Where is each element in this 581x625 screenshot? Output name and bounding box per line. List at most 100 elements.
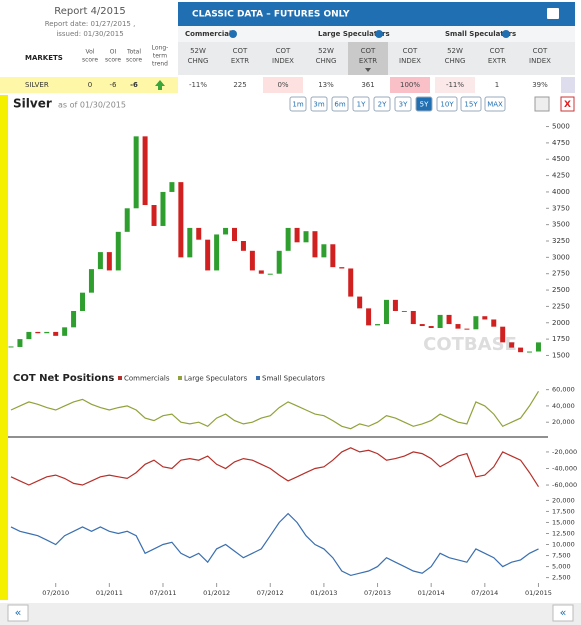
- column-header: INDEX: [272, 57, 294, 65]
- x-tick-label: 07/2012: [257, 589, 284, 597]
- candle: [321, 244, 327, 258]
- scroll-button[interactable]: [561, 77, 575, 93]
- candle: [240, 241, 246, 251]
- range-label[interactable]: 1Y: [357, 101, 366, 109]
- range-button[interactable]: [415, 96, 433, 112]
- y-tick-label: 4750: [552, 139, 570, 147]
- y-tick-label: 15,000: [552, 518, 575, 526]
- column-header: COT: [490, 47, 505, 55]
- left-header: MARKETS: [25, 54, 63, 62]
- help-icon[interactable]: [502, 30, 510, 38]
- x-tick-label: 07/2010: [42, 589, 69, 597]
- candle: [357, 296, 363, 309]
- candle: [455, 324, 461, 329]
- range-label[interactable]: 5Y: [420, 101, 429, 109]
- range-button[interactable]: [310, 96, 328, 112]
- column-header: CHNG: [188, 57, 209, 65]
- score: 0: [88, 81, 92, 89]
- x-tick-label: 01/2011: [96, 589, 123, 597]
- next-button[interactable]: [552, 604, 574, 622]
- issued-date: issued: 01/30/2015: [56, 30, 123, 38]
- help-icon[interactable]: [375, 30, 383, 38]
- cell: 1: [495, 81, 499, 89]
- cell: 0%: [277, 81, 288, 89]
- range-label[interactable]: 10Y: [440, 101, 454, 109]
- print-icon[interactable]: [547, 8, 559, 19]
- candle: [303, 231, 309, 243]
- x-tick-label: 01/2014: [418, 589, 445, 597]
- group-label: Commercials: [185, 30, 236, 38]
- x-tick-label: 07/2013: [364, 589, 391, 597]
- next-label[interactable]: «: [560, 606, 567, 619]
- cell-background: [435, 77, 475, 93]
- candle: [482, 316, 488, 320]
- candle: [330, 244, 336, 268]
- y-tick-label: 3250: [552, 237, 570, 245]
- close-button[interactable]: [560, 96, 575, 112]
- column-header: EXTR: [488, 57, 506, 65]
- column-header: COT: [276, 47, 291, 55]
- candle: [106, 252, 112, 271]
- candle: [419, 324, 425, 327]
- candle: [428, 326, 434, 328]
- range-label[interactable]: 2Y: [378, 101, 387, 109]
- x-tick-label: 01/2015: [525, 589, 552, 597]
- range-button[interactable]: [373, 96, 391, 112]
- column-header: COT: [361, 47, 376, 55]
- legend-swatch: [256, 376, 260, 380]
- banner: [178, 2, 575, 26]
- candle: [491, 319, 497, 327]
- range-label[interactable]: 15Y: [464, 101, 478, 109]
- x-tick-label: 01/2013: [310, 589, 337, 597]
- candle: [518, 347, 524, 353]
- y-tick-label: -40,000: [552, 464, 577, 472]
- candle: [535, 342, 541, 352]
- candle: [383, 299, 389, 325]
- candle: [527, 351, 533, 353]
- range-label[interactable]: MAX: [487, 101, 503, 109]
- range-button[interactable]: [436, 96, 458, 112]
- range-label[interactable]: 1m: [292, 101, 303, 109]
- cell: 39%: [532, 81, 548, 89]
- legend-swatch: [178, 376, 182, 380]
- candle: [169, 182, 175, 192]
- print-button[interactable]: [534, 96, 550, 112]
- candle: [401, 310, 407, 312]
- candle: [285, 227, 291, 251]
- candle: [312, 231, 318, 258]
- candle: [214, 234, 220, 271]
- y-tick-label: 3500: [552, 221, 570, 229]
- cot-line: [10, 512, 539, 577]
- range-label[interactable]: 6m: [334, 101, 345, 109]
- range-button[interactable]: [331, 96, 349, 112]
- prev-button[interactable]: [7, 604, 29, 622]
- x-tick-label: 07/2011: [149, 589, 176, 597]
- prev-label[interactable]: «: [15, 606, 22, 619]
- candle: [249, 250, 255, 271]
- candle: [97, 252, 103, 270]
- column-header: INDEX: [399, 57, 421, 65]
- watermark: COTBASE: [423, 334, 517, 355]
- candle: [464, 328, 470, 330]
- cot-title: COT Net Positions: [13, 373, 114, 384]
- candle: [133, 136, 139, 209]
- range-button[interactable]: [289, 96, 307, 112]
- y-tick-label: 60,000: [552, 386, 575, 394]
- legend-label: Commercials: [124, 375, 170, 383]
- help-icon[interactable]: [229, 30, 237, 38]
- candle: [232, 227, 237, 241]
- range-label[interactable]: 3m: [313, 101, 324, 109]
- range-button[interactable]: [394, 96, 412, 112]
- range-button[interactable]: [460, 96, 482, 112]
- column-header: CHNG: [445, 57, 466, 65]
- y-tick-label: 7,500: [552, 552, 571, 560]
- x-tick-label: 01/2012: [203, 589, 230, 597]
- range-label[interactable]: 3Y: [399, 101, 408, 109]
- row-highlight: [0, 77, 178, 93]
- candle: [473, 316, 479, 330]
- close-label[interactable]: X: [564, 100, 571, 110]
- pager-bar: [0, 603, 581, 625]
- range-button[interactable]: [352, 96, 370, 112]
- range-button[interactable]: [484, 96, 506, 112]
